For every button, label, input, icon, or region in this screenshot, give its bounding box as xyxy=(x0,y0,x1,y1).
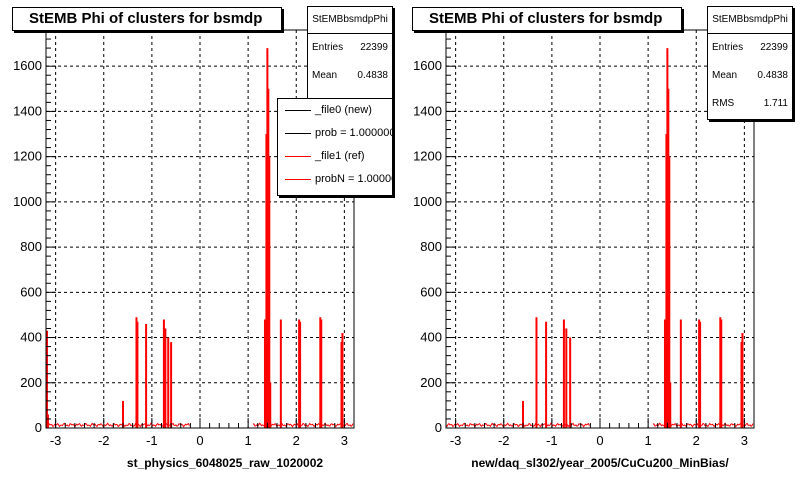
panel-1-x-tick-label: 2 xyxy=(293,433,300,448)
panel-2-stats-box: StEMBbsmdpPhi Entries 22399 Mean 0.4838 … xyxy=(707,6,793,120)
panel-2-x-tick-label: 2 xyxy=(693,433,700,448)
panel-2-x-axis-label: new/daq_sl302/year_2005/CuCu200_MinBias/ xyxy=(471,456,729,470)
legend-swatch xyxy=(285,179,311,180)
panel-1-stats-mean: Mean 0.4838 xyxy=(312,70,388,81)
panel-2-title: StEMB Phi of clusters for bsmdp xyxy=(429,10,663,27)
panel-1-y-tick-label: 1600 xyxy=(13,58,42,73)
panel-2-y-tick-label: 1600 xyxy=(413,58,442,73)
panel-1-x-tick-label: 0 xyxy=(196,433,203,448)
panel-2-stats-mean: Mean 0.4838 xyxy=(712,70,788,81)
panel-2-y-tick-label: 1200 xyxy=(413,149,442,164)
panel-1-y-tick-label: 1000 xyxy=(13,194,42,209)
panel-2-y-tick-label: 1000 xyxy=(413,194,442,209)
legend-swatch xyxy=(285,133,311,134)
panel-1-title-box: StEMB Phi of clusters for bsmdp xyxy=(12,7,282,31)
panel-2-title-box: StEMB Phi of clusters for bsmdp xyxy=(412,7,682,31)
panel-1-y-tick-label: 1200 xyxy=(13,149,42,164)
legend-item: prob = 1.000000 xyxy=(278,122,392,145)
legend-item: _file1 (ref) xyxy=(278,145,392,168)
panel-2-y-tick-label: 0 xyxy=(435,420,442,435)
panel-1-y-tick-label: 1400 xyxy=(13,103,42,118)
panel-1-y-tick-label: 800 xyxy=(20,239,42,254)
panel-1-y-tick-label: 200 xyxy=(20,375,42,390)
legend-item: _file0 (new) xyxy=(278,99,392,122)
panel-2-x-tick-label: 3 xyxy=(741,433,748,448)
panel-1-x-tick-label: -2 xyxy=(98,433,110,448)
panel-1-x-axis-label: st_physics_6048025_raw_1020002 xyxy=(126,456,324,470)
panel-1-x-tick-label: -3 xyxy=(50,433,62,448)
panel-2-stats-name: StEMBbsmdpPhi xyxy=(708,7,792,34)
panel-1-x-tick-label: 1 xyxy=(245,433,252,448)
panel-1-x-tick-label: 3 xyxy=(341,433,348,448)
panel-2-x-tick-label: -2 xyxy=(498,433,510,448)
panel-1-y-tick-label: 600 xyxy=(20,284,42,299)
panel-2-y-tick-label: 400 xyxy=(420,330,442,345)
panel-2-y-tick-label: 1400 xyxy=(413,103,442,118)
panel-2-y-tick-label: 600 xyxy=(420,284,442,299)
panel-1-y-tick-label: 400 xyxy=(20,330,42,345)
panel-1-stats-entries: Entries 22399 xyxy=(312,42,388,53)
panel-1-x-tick-label: -1 xyxy=(146,433,158,448)
legend-swatch xyxy=(285,110,311,111)
panel-2-y-tick-label: 800 xyxy=(420,239,442,254)
panel-1-legend: _file0 (new) prob = 1.000000 _file1 (ref… xyxy=(277,98,393,196)
panel-1-y-tick-label: 0 xyxy=(35,420,42,435)
panel-1-stats-name: StEMBbsmdpPhi xyxy=(308,7,392,34)
panel-2-x-tick-label: -3 xyxy=(450,433,462,448)
panel-2-stats-entries: Entries 22399 xyxy=(712,42,788,53)
panel-2-x-tick-label: 1 xyxy=(645,433,652,448)
panel-1-title: StEMB Phi of clusters for bsmdp xyxy=(29,10,263,27)
legend-item: probN = 1.000000 xyxy=(278,168,392,191)
panel-2-x-tick-label: 0 xyxy=(596,433,603,448)
legend-swatch xyxy=(285,156,311,157)
panel-2-y-tick-label: 200 xyxy=(420,375,442,390)
panel-2-stats-rms: RMS 1.711 xyxy=(712,98,788,109)
panel-2-x-tick-label: -1 xyxy=(546,433,558,448)
